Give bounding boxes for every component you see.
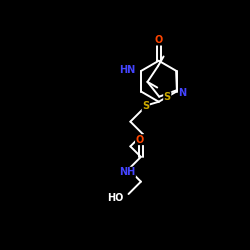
Text: S: S <box>142 101 149 111</box>
Text: N: N <box>178 88 187 98</box>
Text: S: S <box>164 92 171 102</box>
Text: O: O <box>136 135 144 145</box>
Text: HN: HN <box>119 65 136 75</box>
Text: O: O <box>154 35 163 45</box>
Text: HO: HO <box>107 193 123 203</box>
Text: NH: NH <box>119 167 136 177</box>
